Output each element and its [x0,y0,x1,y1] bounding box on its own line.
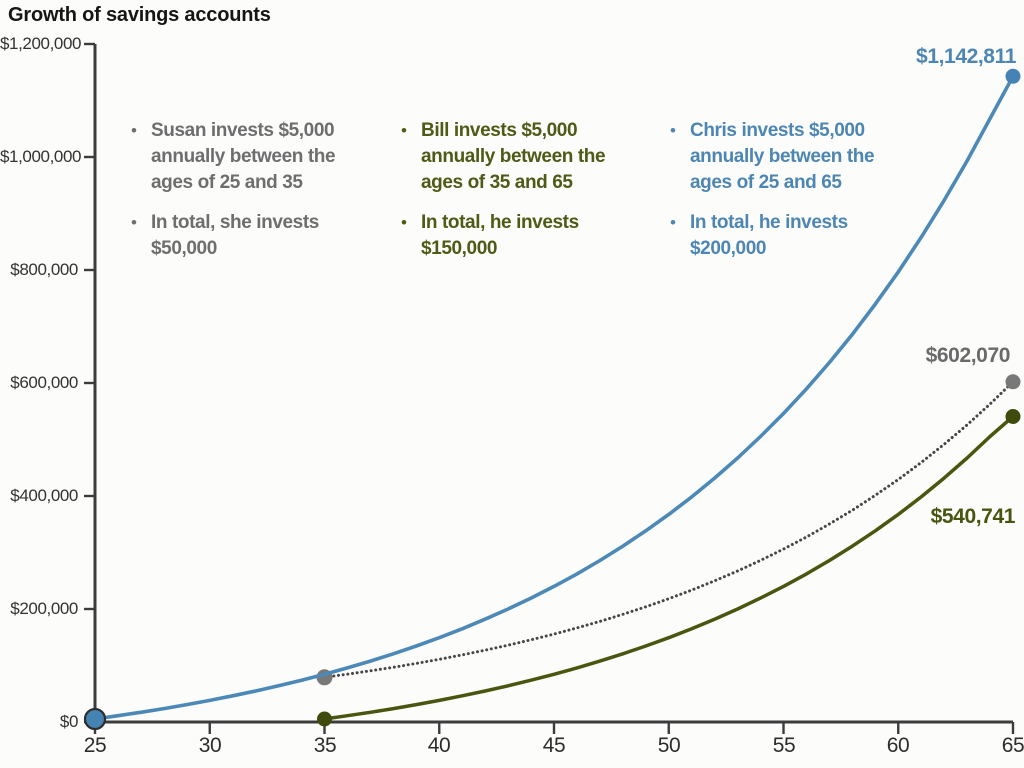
x-tick-label-65: 65 [1001,734,1024,757]
x-tick-label-35: 35 [313,734,337,757]
bill-age35-dot [317,711,332,727]
text-line: annually between the [421,146,606,167]
y-tick-label-800000: $800,000 [10,260,78,279]
chris-total-text: In total, he invests $200,000 [690,210,848,262]
text-line: Susan invests $5,000 [151,120,335,141]
x-tick-label-60: 60 [886,734,910,757]
text-line: $50,000 [151,238,217,259]
bill-annotation-item-1: • Bill invests $5,000 annually between t… [401,118,659,196]
x-tick-label-30: 30 [198,734,222,757]
text-line: annually between the [690,146,875,167]
y-tick-label-200000: $200,000 [10,599,78,618]
x-tick-label-45: 45 [542,734,566,757]
x-tick-label-40: 40 [427,734,451,757]
y-tick-label-1200000: $1,200,000 [0,34,82,53]
chris-start-dot [83,707,107,731]
text-line: In total, she invests [151,212,319,233]
y-tick-label-1000000: $1,000,000 [0,147,82,166]
text-line: In total, he invests [690,212,848,233]
y-tick-label-400000: $400,000 [10,486,78,505]
chris-annotation-item-1: • Chris invests $5,000 annually between … [670,118,928,196]
bill-end-dot [1005,409,1021,424]
text-line: annually between the [151,146,336,167]
bill-line [322,414,1015,721]
susan-invest-text: Susan invests $5,000 annually between th… [151,118,336,196]
bullet-icon: • [670,213,676,232]
chris-end-value-label: $1,142,811 [916,45,1016,68]
bill-annotation-item-2: • In total, he invests $150,000 [401,210,659,262]
susan-total-text: In total, she invests $50,000 [151,210,319,262]
bullet-icon: • [401,121,407,140]
x-tick-label-55: 55 [772,734,796,757]
bullet-icon: • [131,121,137,140]
text-line: $200,000 [690,238,767,259]
y-tick-label-600000: $600,000 [10,373,78,392]
bill-invest-text: Bill invests $5,000 annually between the… [421,118,606,196]
bullet-icon: • [131,213,137,232]
bill-total-text: In total, he invests $150,000 [421,210,579,262]
susan-line [323,380,1015,679]
text-line: Chris invests $5,000 [690,120,865,141]
text-line: $150,000 [421,238,498,259]
susan-annotation: • Susan invests $5,000 annually between … [131,118,389,276]
chris-annotation: • Chris invests $5,000 annually between … [670,118,928,276]
chris-annotation-item-2: • In total, he invests $200,000 [670,210,928,262]
chris-line [93,74,1015,721]
x-tick-label-25: 25 [83,734,107,757]
text-line: In total, he invests [421,212,579,233]
bill-annotation: • Bill invests $5,000 annually between t… [401,118,659,276]
chris-invest-text: Chris invests $5,000 annually between th… [690,118,875,196]
text-line: ages of 25 and 65 [690,172,842,193]
bullet-icon: • [670,121,676,140]
bullet-icon: • [401,213,407,232]
text-line: Bill invests $5,000 [421,120,578,141]
chart-title: Growth of savings accounts [8,4,271,26]
susan-annotation-item-1: • Susan invests $5,000 annually between … [131,118,389,196]
x-tick-label-50: 50 [657,734,681,757]
y-tick-label-0: $0 [59,712,79,731]
bill-end-value-label: $540,741 [930,505,1016,528]
susan-annotation-item-2: • In total, she invests $50,000 [131,210,389,262]
text-line: ages of 35 and 65 [421,172,573,193]
text-line: ages of 25 and 35 [151,172,303,193]
susan-end-value-label: $602,070 [925,344,1011,367]
susan-end-dot [1005,374,1021,390]
chris-end-dot [1005,68,1021,84]
